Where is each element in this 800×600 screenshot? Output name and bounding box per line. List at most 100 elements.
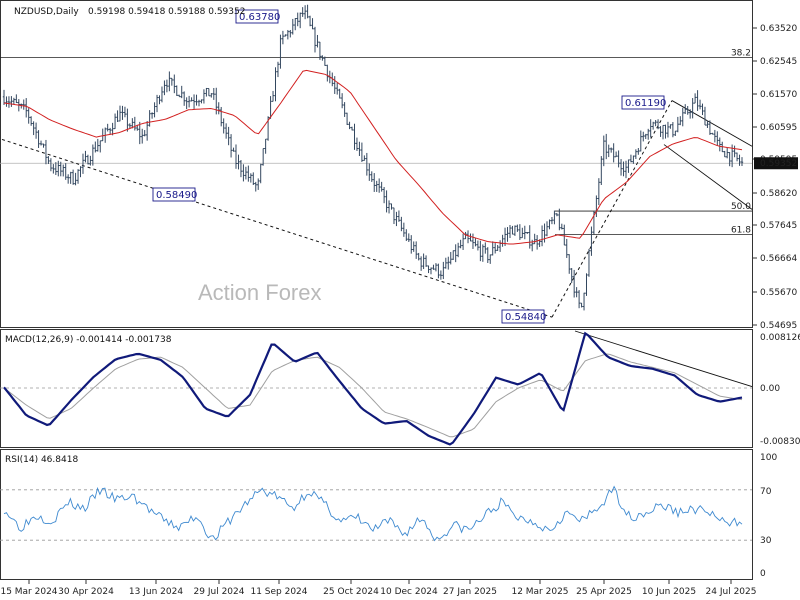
ohlc-bar xyxy=(37,130,40,148)
ohlc-bar xyxy=(294,18,297,31)
rsi-tick-label: 30 xyxy=(760,536,772,546)
ohlc-bar xyxy=(484,242,487,254)
date-tick-label: 29 Jul 2024 xyxy=(194,587,245,597)
ohlc-bar xyxy=(565,238,568,258)
ohlc-bar xyxy=(533,233,536,245)
rsi-line xyxy=(3,485,743,542)
ohlc-bar xyxy=(261,148,265,166)
ohlc-bar xyxy=(187,95,191,108)
ohlc-bar xyxy=(377,178,381,193)
ohlc-bar xyxy=(642,131,645,142)
ohlc-bar xyxy=(659,126,662,137)
ohlc-bar xyxy=(284,34,287,37)
date-tick-label: 13 Jun 2024 xyxy=(129,587,183,597)
peak-label-box xyxy=(152,187,196,202)
price-tick-label: 0.58620 xyxy=(760,189,797,199)
ohlc-bar xyxy=(368,163,371,181)
ohlc-bar xyxy=(614,151,618,158)
ohlc-bar xyxy=(619,159,623,176)
rsi-tick-label: 0 xyxy=(760,569,766,579)
peak-label-box xyxy=(235,9,279,24)
ohlc-bar xyxy=(192,94,196,109)
ohlc-bar xyxy=(296,12,299,27)
ohlc-bar xyxy=(454,244,457,263)
price-tick-label: 0.55670 xyxy=(760,288,797,298)
ohlc-bar xyxy=(91,144,95,166)
ohlc-bar xyxy=(321,55,324,61)
ohlc-bar xyxy=(168,71,171,92)
ohlc-bar xyxy=(66,174,70,184)
ohlc-bar xyxy=(481,244,485,262)
ohlc-bar xyxy=(627,159,630,173)
ohlc-bar xyxy=(698,99,702,110)
ohlc-bar xyxy=(81,153,85,174)
channel-top-line xyxy=(671,100,753,147)
ohlc-bar xyxy=(414,241,418,259)
last-price-text: 0.59352 xyxy=(760,159,797,169)
ohlc-bar xyxy=(471,233,475,249)
rsi-tick-label: 100 xyxy=(760,453,777,463)
ohlc-bar xyxy=(47,156,50,164)
ohlc-bar xyxy=(202,89,206,104)
ohlc-bar xyxy=(148,110,151,127)
ohlc-bar xyxy=(345,112,349,125)
ohlc-bar xyxy=(244,166,248,180)
rsi-panel xyxy=(0,449,753,580)
ohlc-bar xyxy=(456,242,460,258)
ohlc-bar xyxy=(291,18,294,35)
ohlc-bar xyxy=(173,74,176,94)
ohlc-bar xyxy=(276,61,280,78)
ohlc-bar xyxy=(259,163,262,184)
ohlc-bar xyxy=(639,130,643,152)
ohlc-bar xyxy=(163,80,166,96)
ohlc-bar xyxy=(671,122,675,138)
peak-label-text: 0.58490 xyxy=(156,190,197,201)
ohlc-bar xyxy=(358,141,361,156)
date-tick-label: 25 Apr 2025 xyxy=(576,587,632,597)
rsi-title: RSI(14) 46.8418 xyxy=(5,455,78,465)
ohlc-bar xyxy=(180,85,183,99)
date-tick-label: 10 Jun 2025 xyxy=(642,587,696,597)
ohlc-bar xyxy=(427,265,430,274)
peak-label: 0.63780 xyxy=(235,9,280,24)
ohlc-bar xyxy=(429,267,433,275)
ohlc-bar xyxy=(227,126,230,146)
ohlc-bar xyxy=(442,261,445,280)
ohlc-bar xyxy=(629,154,633,163)
ohlc-bar xyxy=(580,302,583,308)
ohlc-bar xyxy=(71,169,75,185)
ohlc-bar xyxy=(577,290,581,309)
ohlc-bar xyxy=(688,109,692,119)
ohlc-bar xyxy=(281,30,285,45)
ohlc-bar xyxy=(84,150,87,163)
ohlc-bar xyxy=(128,123,132,129)
ohlc-bar xyxy=(511,225,514,235)
ohlc-bar xyxy=(676,116,680,133)
price-tick-label: 0.60595 xyxy=(760,123,797,133)
chart-symbol: NZDUSD,Daily xyxy=(14,7,79,17)
fib-label: 61.8 xyxy=(731,226,751,236)
ohlc-bar xyxy=(326,64,329,82)
ohlc-bar xyxy=(155,94,159,113)
date-tick-label: 25 Oct 2024 xyxy=(323,587,379,597)
ohlc-bar xyxy=(316,34,319,48)
ohlc-bar xyxy=(452,250,455,260)
ohlc-bar xyxy=(582,292,586,311)
price-panel xyxy=(0,0,753,328)
ohlc-bar xyxy=(242,164,245,182)
ohlc-bar xyxy=(590,226,593,256)
ohlc-bar xyxy=(669,124,672,129)
ohlc-bar xyxy=(392,207,396,225)
macd-series-group xyxy=(0,330,753,446)
date-tick-label: 24 Jul 2025 xyxy=(706,587,757,597)
ohlc-bar xyxy=(22,99,25,110)
price-tick-label: 0.61570 xyxy=(760,90,797,100)
ohlc-bar xyxy=(612,143,615,163)
ohlc-bar xyxy=(298,12,302,29)
ohlc-bar xyxy=(113,113,117,130)
price-tick-label: 0.57645 xyxy=(760,221,797,231)
ohlc-bar xyxy=(476,240,480,251)
ohlc-bar xyxy=(568,254,571,274)
ohlc-bar xyxy=(160,86,164,103)
ohlc-bar xyxy=(545,221,549,237)
